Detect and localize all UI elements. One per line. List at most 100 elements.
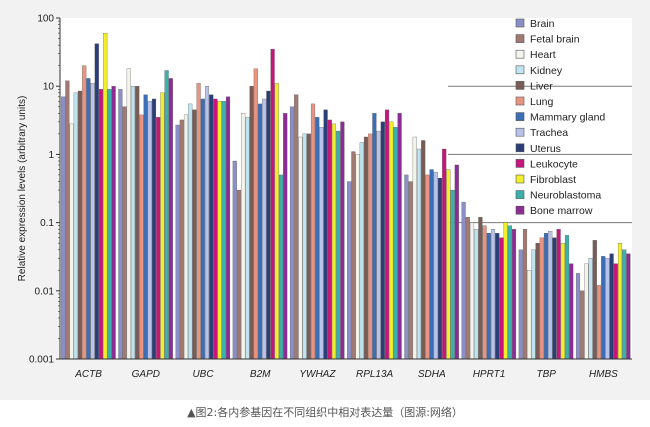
bar-hmbs-heart [584, 263, 589, 360]
legend-swatch-fetal-brain [515, 34, 525, 43]
bar-sdha-kidney [416, 148, 422, 360]
bar-hmbs-brain [575, 273, 581, 360]
bar-rpl13a-lung [368, 133, 373, 360]
bar-hprt1-brain [461, 201, 466, 360]
bar-actb-kidney [73, 92, 78, 360]
bar-actb-trachea [90, 83, 95, 360]
bar-ywhaz-bone-marrow [340, 121, 345, 360]
bar-ywhaz-trachea [319, 127, 324, 360]
bar-hmbs-liver [592, 240, 597, 360]
bar-hprt1-heart [469, 222, 475, 360]
legend-label-bone-marrow: Bone marrow [530, 205, 593, 217]
legend-swatch-lung [515, 96, 525, 106]
bar-tbp-mammary-gland [543, 233, 549, 360]
bar-rpl13a-fetal-brain [351, 151, 356, 360]
bar-ubc-fibroblast [217, 101, 222, 360]
bar-rpl13a-neuroblastoma [393, 127, 398, 360]
x-tick-label: GAPD [132, 369, 160, 380]
bar-gapd-leukocyte [156, 117, 161, 360]
bar-ubc-fetal-brain [179, 119, 184, 360]
bar-actb-uterus [94, 43, 99, 360]
bar-b2m-heart [241, 113, 246, 360]
legend-swatch-brain [515, 18, 525, 28]
bar-chart: ACTB GAPD UBC B2M YWHAZ RPL13A SDHA HPRT1 TBP HMB… [17, 14, 632, 380]
x-tick-label: YWHAZ [299, 369, 336, 380]
legend-label-neuroblastoma: Neuroblastoma [530, 190, 601, 202]
legend-swatch-kidney [515, 65, 525, 75]
bar-hprt1-trachea [490, 229, 496, 360]
bar-gapd-kidney [130, 86, 136, 360]
bar-gapd-bone-marrow [168, 78, 173, 360]
bar-tbp-neuroblastoma [564, 235, 570, 360]
bar-gapd-uterus [151, 98, 157, 360]
bar-b2m-brain [232, 160, 237, 360]
bar-b2m-leukocyte [270, 48, 275, 360]
legend-swatch-fibroblast [515, 174, 525, 184]
bar-ubc-mammary-gland [200, 98, 205, 360]
legend-swatch-trachea [515, 127, 525, 137]
y-tick-label: 100 [37, 14, 54, 25]
bar-actb-brain [61, 96, 66, 360]
legend-label-liver: Liver [530, 80, 553, 92]
legend-label-kidney: Kidney [530, 65, 563, 77]
bar-ywhaz-leukocyte [327, 119, 332, 360]
y-tick-label: 10 [43, 82, 55, 93]
bar-sdha-brain [404, 174, 409, 360]
bar-tbp-liver [535, 242, 540, 360]
bar-rpl13a-liver [363, 136, 369, 360]
y-tick-label: 0.1 [40, 218, 54, 229]
bar-ubc-bone-marrow [225, 96, 231, 360]
bar-hmbs-bone-marrow [626, 253, 631, 360]
bar-hprt1-leukocyte [499, 237, 504, 360]
bar-hprt1-liver [478, 217, 483, 360]
bar-gapd-liver [135, 86, 140, 360]
y-tick-label: 1 [48, 150, 54, 161]
bar-rpl13a-leukocyte [384, 109, 390, 360]
legend-swatch-heart [515, 49, 525, 59]
bar-sdha-bone-marrow [454, 164, 459, 360]
bar-sdha-liver [421, 140, 426, 360]
bar-sdha-uterus [437, 177, 443, 360]
bar-ywhaz-mammary-gland [315, 117, 320, 360]
bar-rpl13a-kidney [359, 142, 364, 360]
bar-sdha-neuroblastoma [450, 189, 455, 360]
bar-tbp-fetal-brain [522, 229, 528, 360]
x-tick-label: ACTB [74, 369, 102, 380]
y-tick-label: 0.01 [35, 286, 55, 297]
y-tick-label: 0.001 [29, 355, 54, 366]
bar-ubc-trachea [204, 86, 210, 360]
x-tick-label: RPL13A [356, 369, 394, 380]
bar-hprt1-uterus [495, 233, 500, 360]
legend-label-brain: Brain [530, 18, 555, 30]
bar-sdha-leukocyte [442, 148, 447, 360]
bar-ywhaz-liver [306, 133, 311, 360]
figure-caption: ▲图2:各内参基因在不同组织中相对表达量（图源:网络） [187, 406, 463, 419]
bar-gapd-trachea [147, 101, 152, 360]
legend-swatch-liver [515, 81, 525, 90]
bar-hmbs-uterus [609, 253, 614, 360]
bar-b2m-liver [249, 86, 254, 360]
bar-tbp-bone-marrow [569, 263, 574, 360]
bar-actb-fibroblast [103, 32, 108, 360]
bar-ubc-kidney [188, 103, 193, 360]
bar-ubc-neuroblastoma [221, 101, 226, 360]
bar-rpl13a-brain [347, 181, 352, 360]
bar-gapd-mammary-gland [143, 94, 148, 360]
bar-b2m-trachea [262, 98, 267, 360]
bar-tbp-leukocyte [556, 229, 561, 360]
bar-b2m-mammary-gland [257, 103, 263, 360]
x-tick-label: HPRT1 [473, 369, 506, 380]
bar-tbp-heart [527, 270, 532, 360]
bar-b2m-lung [253, 68, 258, 360]
bar-rpl13a-trachea [376, 130, 381, 360]
bar-ubc-lung [196, 83, 201, 360]
bar-hprt1-bone-marrow [511, 229, 517, 360]
bar-b2m-bone-marrow [283, 113, 288, 360]
bar-b2m-fibroblast [274, 83, 279, 360]
bar-tbp-trachea [548, 230, 553, 360]
bar-ywhaz-uterus [323, 109, 328, 360]
bar-actb-neuroblastoma [107, 89, 112, 360]
bar-ywhaz-kidney [302, 133, 307, 360]
bar-actb-lung [82, 65, 87, 360]
bar-hmbs-lung [596, 285, 602, 360]
